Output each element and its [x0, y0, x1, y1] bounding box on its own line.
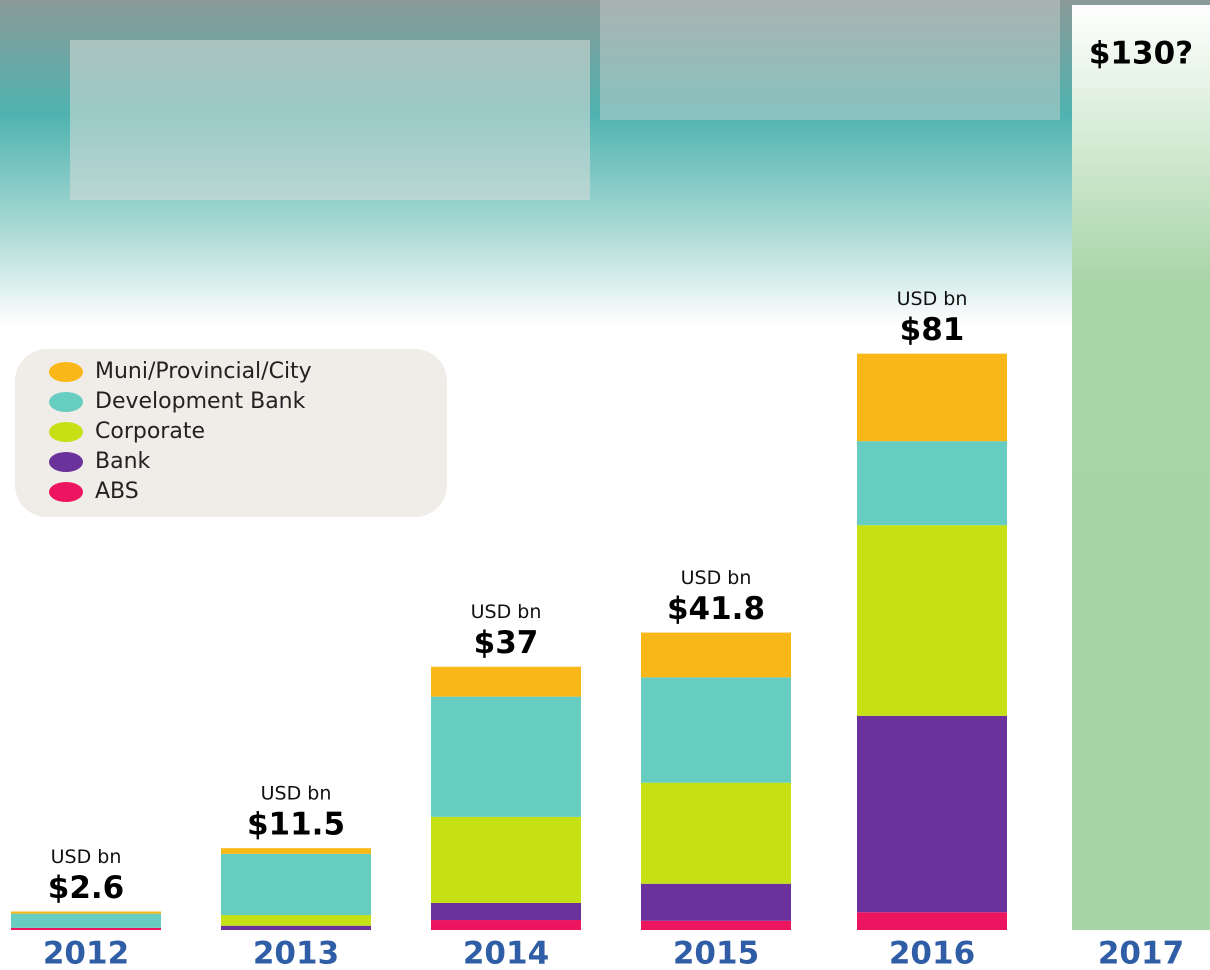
total-label: $2.6	[48, 870, 125, 906]
bar-segment	[11, 927, 161, 930]
bar-segment	[431, 666, 581, 697]
unit-label: USD bn	[471, 601, 542, 623]
total-label: $130?	[1089, 36, 1193, 72]
x-tick-label: 2013	[253, 936, 339, 970]
unit-label: USD bn	[681, 567, 752, 589]
unit-label: USD bn	[897, 288, 968, 310]
total-label: $11.5	[247, 807, 345, 843]
x-tick-label: 2014	[463, 936, 549, 970]
bar-segment	[431, 920, 581, 930]
unit-label: USD bn	[51, 846, 122, 868]
x-tick-label: 2016	[889, 936, 975, 970]
bar-segment	[857, 441, 1007, 526]
bar-segment	[11, 911, 161, 914]
bar-segment	[221, 853, 371, 916]
bar-segment	[641, 632, 791, 678]
x-tick-label: 2012	[43, 936, 129, 970]
bar-segment	[641, 920, 791, 930]
legend-label: ABS	[95, 479, 139, 504]
forecast-bar	[1072, 5, 1210, 930]
x-tick-label: 2017	[1098, 936, 1184, 970]
total-label: $41.8	[667, 591, 765, 627]
bar-segment	[641, 677, 791, 783]
legend-swatch	[49, 452, 83, 472]
bar-segment	[641, 883, 791, 921]
dam-shape	[600, 0, 1060, 120]
bar-segment	[431, 902, 581, 921]
legend-label: Corporate	[95, 419, 205, 444]
legend-label: Muni/Provincial/City	[95, 359, 312, 384]
bar-segment	[221, 925, 371, 930]
legend-label: Bank	[95, 449, 151, 474]
bar-segment	[221, 848, 371, 854]
bar-segment	[431, 816, 581, 903]
bar-segment	[11, 913, 161, 928]
legend: ABS Bank Corporate Development Bank Muni/Pro…	[49, 359, 312, 504]
legend-swatch	[49, 422, 83, 442]
legend-label: Development Bank	[95, 389, 306, 414]
dam-shape	[70, 40, 590, 200]
bar-segment	[857, 525, 1007, 716]
legend-box	[15, 349, 447, 517]
bar-segment	[857, 353, 1007, 442]
legend-swatch	[49, 482, 83, 502]
bar-segment	[641, 782, 791, 884]
unit-label: USD bn	[261, 783, 332, 805]
x-tick-label: 2015	[673, 936, 759, 970]
bar-segment	[857, 912, 1007, 930]
total-label: $81	[900, 312, 965, 348]
bar-segment	[857, 715, 1007, 913]
legend-swatch	[49, 392, 83, 412]
bar-segment	[221, 915, 371, 926]
total-label: $37	[474, 625, 539, 661]
legend-swatch	[49, 362, 83, 382]
bar-segment	[431, 696, 581, 817]
